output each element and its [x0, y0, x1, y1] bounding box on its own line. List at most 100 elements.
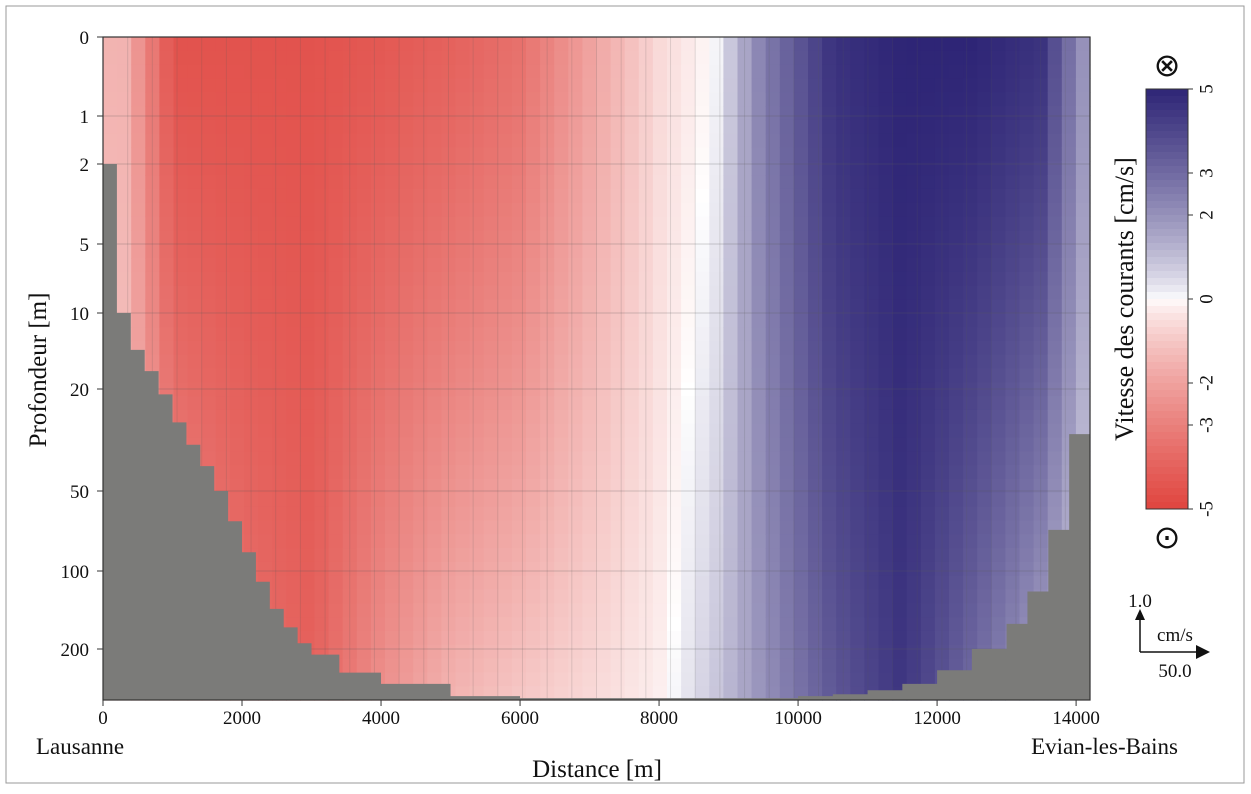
- velocity-cell: [554, 147, 569, 162]
- velocity-cell: [1061, 161, 1077, 176]
- velocity-cell: [709, 534, 724, 549]
- velocity-cell: [737, 423, 753, 439]
- velocity-cell: [370, 64, 386, 80]
- velocity-cell: [1033, 506, 1049, 522]
- velocity-cell: [920, 506, 936, 522]
- velocity-cell: [1033, 161, 1049, 176]
- velocity-cell: [314, 258, 330, 273]
- velocity-cell: [469, 451, 485, 466]
- velocity-cell: [695, 119, 710, 135]
- velocity-cell: [582, 64, 598, 80]
- velocity-cell: [1061, 299, 1077, 314]
- velocity-cell: [737, 78, 753, 93]
- velocity-cell: [934, 506, 950, 522]
- velocity-cell: [709, 92, 724, 107]
- velocity-cell: [1019, 534, 1035, 549]
- velocity-cell: [568, 92, 583, 107]
- velocity-cell: [455, 78, 471, 93]
- velocity-cell: [201, 313, 217, 328]
- velocity-cell: [822, 451, 837, 466]
- velocity-cell: [568, 147, 583, 162]
- velocity-cell: [526, 327, 541, 342]
- velocity-cell: [779, 686, 795, 701]
- velocity-cell: [244, 396, 259, 411]
- velocity-cell: [582, 340, 598, 356]
- velocity-cell: [229, 313, 245, 328]
- velocity-cell: [1033, 271, 1049, 287]
- velocity-cell: [540, 271, 555, 287]
- velocity-cell: [441, 603, 457, 618]
- velocity-cell: [413, 299, 428, 314]
- velocity-cell: [836, 396, 851, 411]
- velocity-cell: [949, 258, 964, 273]
- velocity-cell: [963, 133, 978, 149]
- velocity-cell: [695, 575, 710, 591]
- velocity-cell: [681, 479, 696, 494]
- velocity-cell: [328, 423, 344, 439]
- velocity-cell: [328, 630, 344, 646]
- colorbar-step: [1146, 404, 1188, 412]
- velocity-cell: [385, 548, 400, 563]
- velocity-cell: [370, 506, 386, 522]
- velocity-cell: [258, 50, 273, 66]
- velocity-cell: [497, 658, 513, 673]
- velocity-cell: [511, 548, 527, 563]
- velocity-cell: [624, 382, 640, 397]
- velocity-cell: [779, 64, 795, 80]
- velocity-cell: [977, 340, 992, 356]
- velocity-cell: [483, 658, 499, 673]
- velocity-cell: [526, 658, 541, 673]
- velocity-cell: [201, 161, 217, 176]
- velocity-cell: [624, 327, 640, 342]
- velocity-cell: [469, 258, 485, 273]
- velocity-cell: [695, 437, 710, 452]
- velocity-cell: [300, 202, 316, 218]
- velocity-cell: [723, 133, 739, 149]
- velocity-cell: [1075, 92, 1091, 107]
- velocity-cell: [300, 575, 316, 591]
- velocity-cell: [117, 92, 132, 107]
- velocity-cell: [229, 492, 245, 508]
- velocity-cell: [652, 161, 668, 176]
- velocity-cell: [850, 506, 865, 522]
- velocity-cell: [596, 644, 612, 660]
- velocity-cell: [441, 492, 457, 508]
- velocity-cell: [441, 133, 457, 149]
- velocity-cell: [441, 37, 457, 52]
- velocity-cell: [441, 313, 457, 328]
- velocity-cell: [215, 64, 231, 80]
- velocity-cell: [906, 658, 922, 673]
- velocity-cell: [1019, 423, 1035, 439]
- velocity-cell: [1061, 244, 1077, 259]
- velocity-cell: [413, 644, 428, 660]
- velocity-cell: [681, 575, 696, 591]
- velocity-cell: [695, 133, 710, 149]
- velocity-cell: [258, 561, 273, 577]
- velocity-cell: [681, 465, 696, 480]
- velocity-cell: [681, 409, 696, 425]
- velocity-cell: [385, 479, 400, 494]
- velocity-cell: [624, 672, 640, 687]
- velocity-cell: [963, 216, 978, 231]
- velocity-cell: [695, 161, 710, 176]
- velocity-cell: [300, 548, 316, 563]
- velocity-cell: [554, 534, 569, 549]
- velocity-cell: [300, 64, 316, 80]
- velocity-cell: [300, 561, 316, 577]
- velocity-cell: [441, 119, 457, 135]
- velocity-cell: [483, 465, 499, 480]
- velocity-cell: [850, 617, 865, 632]
- velocity-cell: [709, 285, 724, 301]
- vector-scale-up-arrowhead: [1135, 609, 1145, 620]
- colorbar-step: [1146, 418, 1188, 426]
- velocity-cell: [850, 106, 865, 121]
- velocity-cell: [667, 271, 682, 287]
- velocity-cell: [328, 133, 344, 149]
- velocity-cell: [709, 216, 724, 231]
- velocity-cell: [229, 161, 245, 176]
- velocity-cell: [131, 161, 146, 176]
- velocity-cell: [751, 520, 767, 535]
- velocity-cell: [497, 78, 513, 93]
- velocity-cell: [934, 258, 950, 273]
